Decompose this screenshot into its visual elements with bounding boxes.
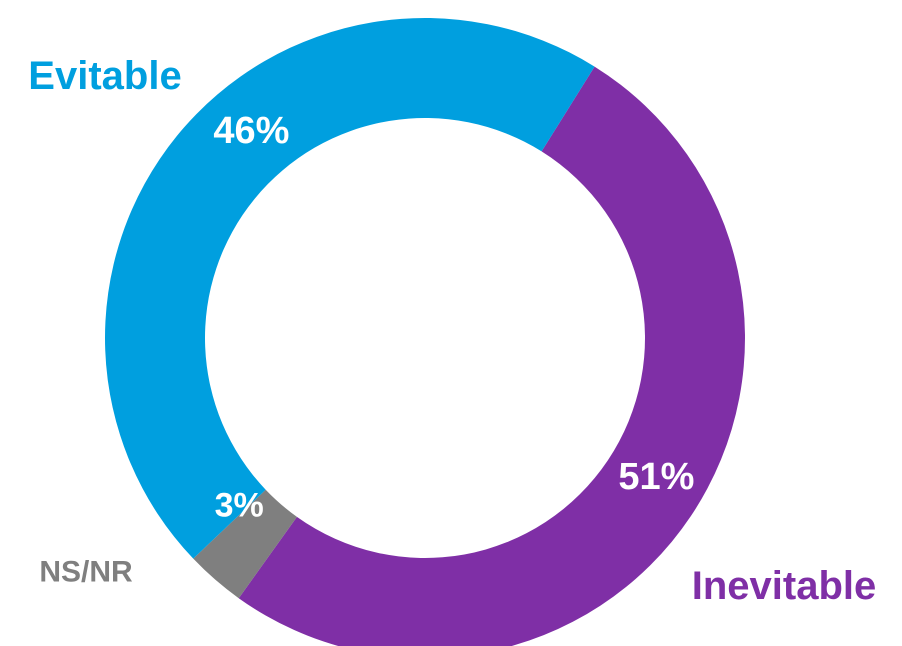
value-label-evitable: 46% <box>213 110 289 152</box>
category-label-inevitable: Inevitable <box>692 564 877 608</box>
slice-evitable <box>104 17 595 559</box>
value-label-ns-nr: 3% <box>215 486 264 524</box>
value-label-inevitable: 51% <box>618 456 694 498</box>
category-label-evitable: Evitable <box>28 54 181 98</box>
slice-ns-nr <box>193 489 297 599</box>
donut-slices <box>104 17 745 646</box>
donut-labels: 46% 51% 3% Evitable Inevitable NS/NR <box>28 54 876 608</box>
slice-inevitable <box>238 66 745 646</box>
category-label-ns-nr: NS/NR <box>39 556 133 589</box>
